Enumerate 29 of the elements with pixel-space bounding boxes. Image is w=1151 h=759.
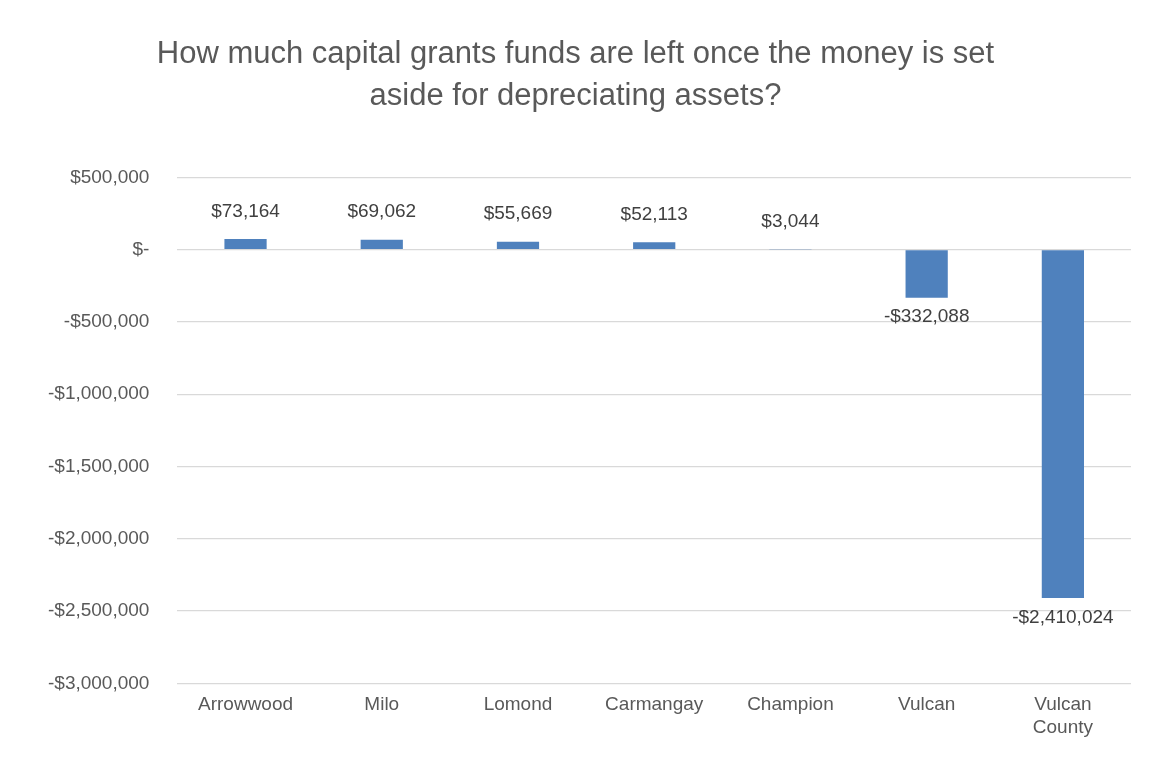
bar: [360, 239, 403, 250]
x-tick-label: Lomond: [483, 693, 553, 715]
y-tick-label: $-: [132, 237, 150, 259]
x-tick-label: Arrowwood: [198, 693, 294, 715]
bar: [633, 242, 676, 250]
bar: [905, 250, 948, 298]
y-tick-label: -$3,000,000: [48, 671, 150, 693]
data-label: -$2,410,024: [1012, 605, 1115, 627]
y-tick-label: -$1,500,000: [48, 454, 150, 476]
y-tick-label: -$500,000: [63, 310, 150, 332]
data-label: -$332,088: [883, 305, 970, 327]
y-tick-label: -$1,000,000: [48, 382, 150, 404]
chart-title: How much capital grants funds are left once the money is set aside for depreciating assets?: [155, 34, 996, 114]
x-tick-label: Champion: [747, 693, 834, 715]
y-tick-label: $500,000: [70, 165, 150, 187]
x-tick-label: Carmangay: [605, 693, 704, 715]
data-label: $52,113: [620, 202, 688, 224]
x-tick-label: Vulcan: [897, 693, 956, 715]
bar: [496, 241, 540, 250]
bar: [224, 239, 267, 250]
data-label: $55,669: [483, 202, 553, 224]
y-tick-label: -$2,500,000: [48, 599, 150, 621]
bar: [1041, 250, 1084, 599]
data-label: $3,044: [761, 209, 820, 231]
x-tick-label: Milo: [364, 693, 400, 715]
y-tick-label: -$2,000,000: [48, 527, 150, 549]
data-label: $69,062: [347, 200, 417, 222]
data-label: $73,164: [211, 199, 281, 221]
x-tick-label: Vulcan County: [1032, 693, 1094, 737]
